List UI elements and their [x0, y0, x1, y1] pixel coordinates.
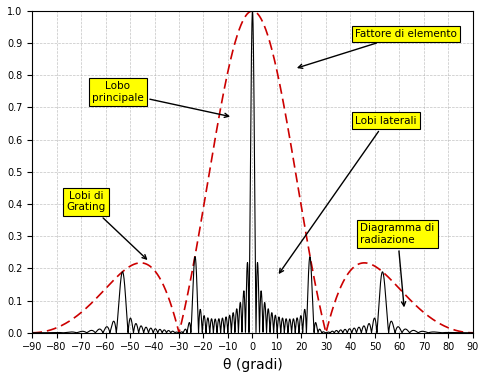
Text: Diagramma di
radiazione: Diagramma di radiazione — [360, 223, 434, 306]
Text: Lobo
principale: Lobo principale — [92, 81, 228, 117]
Text: Lobi di
Grating: Lobi di Grating — [66, 191, 146, 259]
Text: Fattore di elemento: Fattore di elemento — [298, 29, 457, 68]
X-axis label: θ (gradi): θ (gradi) — [223, 358, 282, 372]
Text: Lobi laterali: Lobi laterali — [279, 116, 417, 273]
